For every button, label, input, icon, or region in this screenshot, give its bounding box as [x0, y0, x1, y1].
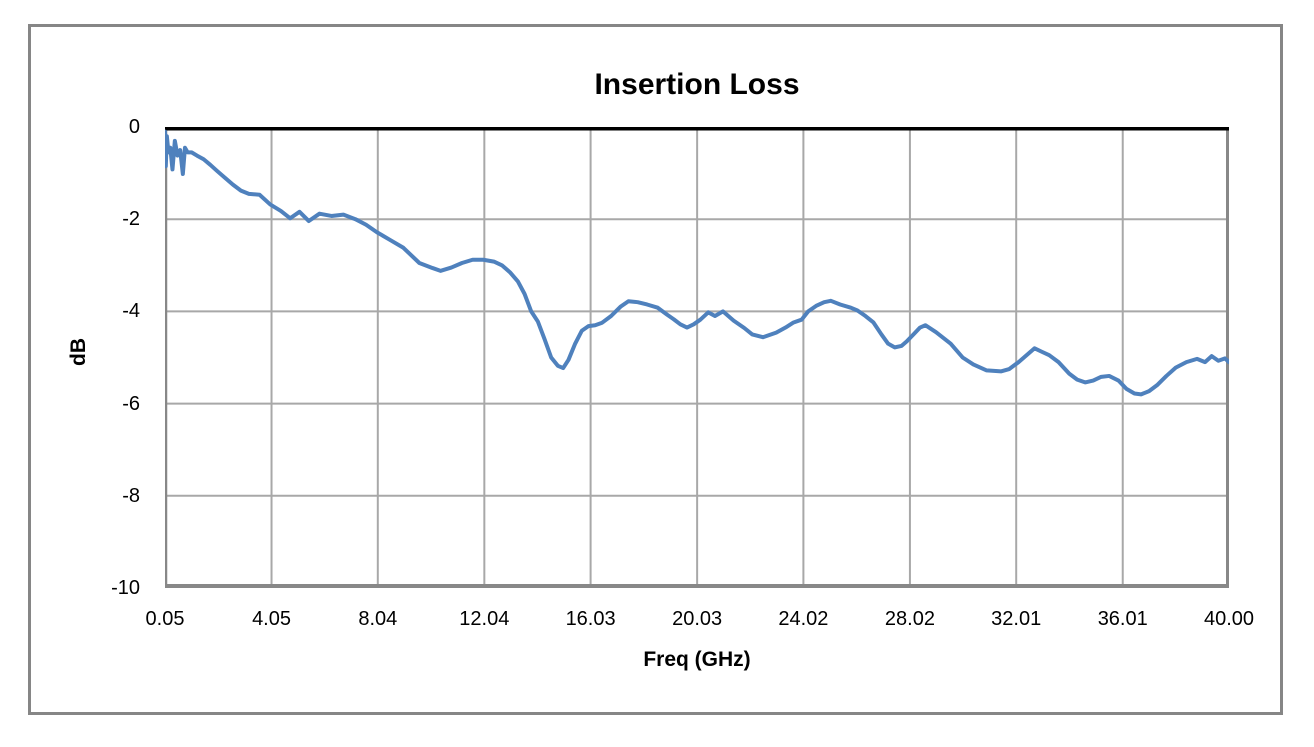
y-tick-label: -6 — [122, 392, 140, 415]
x-tick-label: 12.04 — [459, 608, 510, 630]
y-tick-label: -10 — [111, 577, 140, 599]
plot-canvas — [165, 127, 1229, 588]
x-tick-label: 16.03 — [565, 608, 616, 630]
chart-border — [28, 24, 1283, 715]
x-tick-label: 0.05 — [145, 608, 185, 630]
series-line — [165, 129, 1229, 397]
x-tick-label: 8.04 — [358, 608, 398, 630]
x-tick-label: 36.01 — [1097, 608, 1148, 630]
x-tick-label: 24.02 — [778, 608, 829, 630]
y-axis-title: dB — [67, 338, 90, 366]
chart-title: Insertion Loss — [594, 68, 800, 101]
x-tick-label: 20.03 — [672, 608, 723, 630]
y-tick-label: -8 — [122, 484, 140, 507]
x-axis-title: Freq (GHz) — [643, 648, 751, 671]
x-tick-label: 40.00 — [1203, 608, 1255, 630]
x-tick-label: 32.01 — [991, 608, 1042, 630]
x-tick-label: 28.02 — [884, 608, 935, 630]
y-tick-label: -2 — [122, 208, 140, 231]
y-tick-label: 0 — [128, 116, 140, 138]
plot-area — [165, 127, 1229, 588]
y-tick-label: -4 — [122, 300, 140, 323]
x-tick-label: 4.05 — [252, 608, 291, 630]
